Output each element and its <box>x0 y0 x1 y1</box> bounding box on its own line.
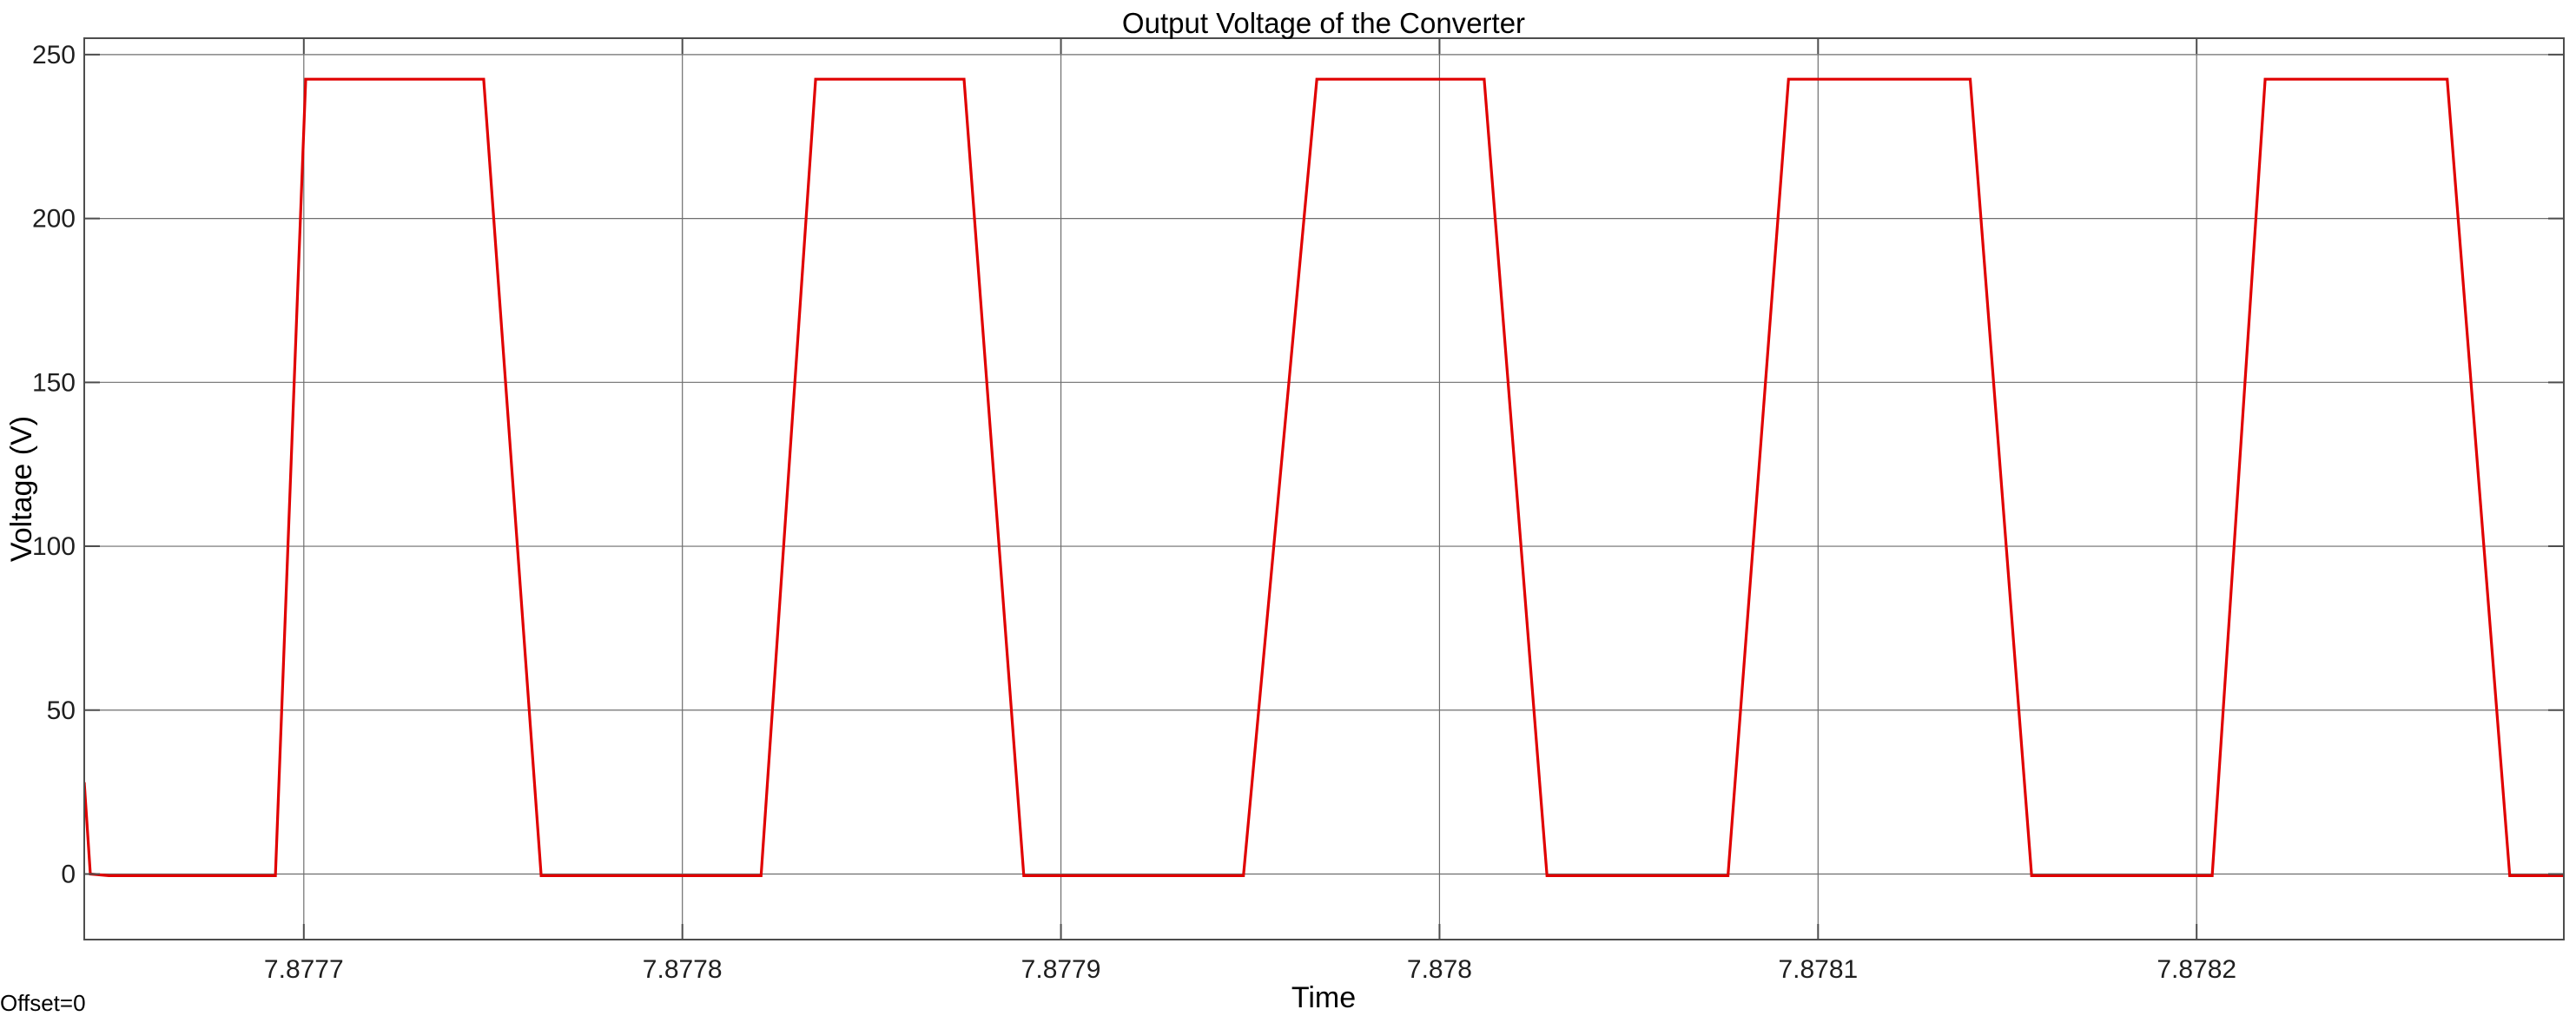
axis-ticks: 7.8777 7.8778 7.8779 7.878 7.8781 7.8782 0 50 10… <box>32 38 2564 984</box>
plot-area <box>84 38 2564 940</box>
y-tick-label: 200 <box>32 205 76 234</box>
x-tick-label: 7.8777 <box>264 955 344 984</box>
y-tick-label: 100 <box>32 532 76 561</box>
x-axis-label: Time <box>1291 981 1356 1014</box>
y-tick-label: 50 <box>47 696 76 725</box>
y-tick-label: 150 <box>32 368 76 397</box>
series-layer <box>84 77 2564 878</box>
x-tick-label: 7.8782 <box>2157 955 2236 984</box>
x-tick-label: 7.8778 <box>643 955 723 984</box>
series-line <box>84 77 2564 878</box>
y-tick-label: 0 <box>61 861 76 889</box>
chart-title: Output Voltage of the Converter <box>1122 7 1525 39</box>
offset-label: Offset=0 <box>0 990 86 1016</box>
x-tick-label: 7.8781 <box>1778 955 1858 984</box>
x-tick-label: 7.878 <box>1407 955 1472 984</box>
y-axis-label: Voltage (V) <box>5 416 38 562</box>
grid <box>84 38 2564 940</box>
y-tick-label: 250 <box>32 41 76 69</box>
x-tick-label: 7.8779 <box>1021 955 1101 984</box>
axes-frame <box>83 37 2565 940</box>
